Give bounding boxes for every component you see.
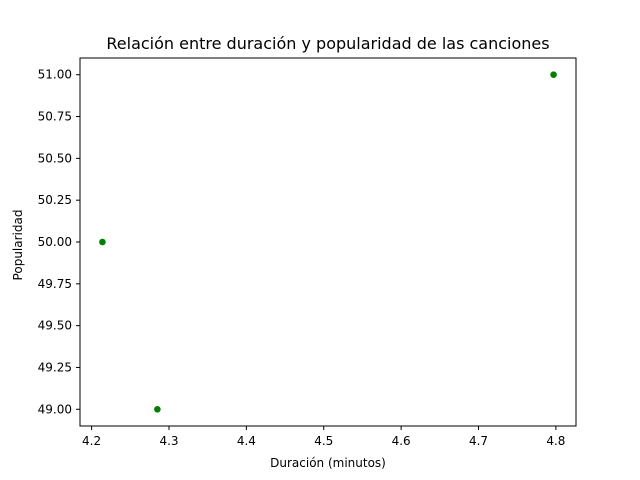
data-point [99, 238, 106, 246]
x-axis: 4.2 4.3 4.4 4.5 4.6 4.7 4.8 [82, 426, 565, 448]
x-tick-label: 4.6 [392, 434, 411, 448]
y-tick-label: 49.75 [38, 277, 72, 291]
x-axis-label: Duración (minutos) [270, 456, 386, 470]
x-tick-label: 4.7 [469, 434, 488, 448]
data-point [154, 405, 161, 413]
plot-area [99, 71, 557, 413]
x-tick-label: 4.5 [314, 434, 333, 448]
y-tick-label: 50.50 [38, 151, 72, 165]
y-axis: 49.00 49.25 49.50 49.75 50.00 50.25 50.50 50.75… [38, 68, 80, 416]
y-tick-label: 49.25 [38, 360, 72, 374]
y-tick-label: 50.00 [38, 235, 72, 249]
y-tick-label: 49.50 [38, 319, 72, 333]
x-tick-label: 4.8 [546, 434, 565, 448]
x-tick-label: 4.2 [82, 434, 101, 448]
y-tick-label: 51.00 [38, 68, 72, 82]
x-tick-label: 4.4 [237, 434, 256, 448]
y-axis-label: Popularidad [11, 210, 25, 281]
data-point [550, 71, 557, 79]
y-tick-label: 50.75 [38, 110, 72, 124]
x-tick-label: 4.3 [159, 434, 178, 448]
chart-title: Relación entre duración y popularidad de… [106, 34, 549, 53]
axes-frame [79, 57, 577, 427]
y-tick-label: 50.25 [38, 193, 72, 207]
y-tick-label: 49.00 [38, 402, 72, 416]
